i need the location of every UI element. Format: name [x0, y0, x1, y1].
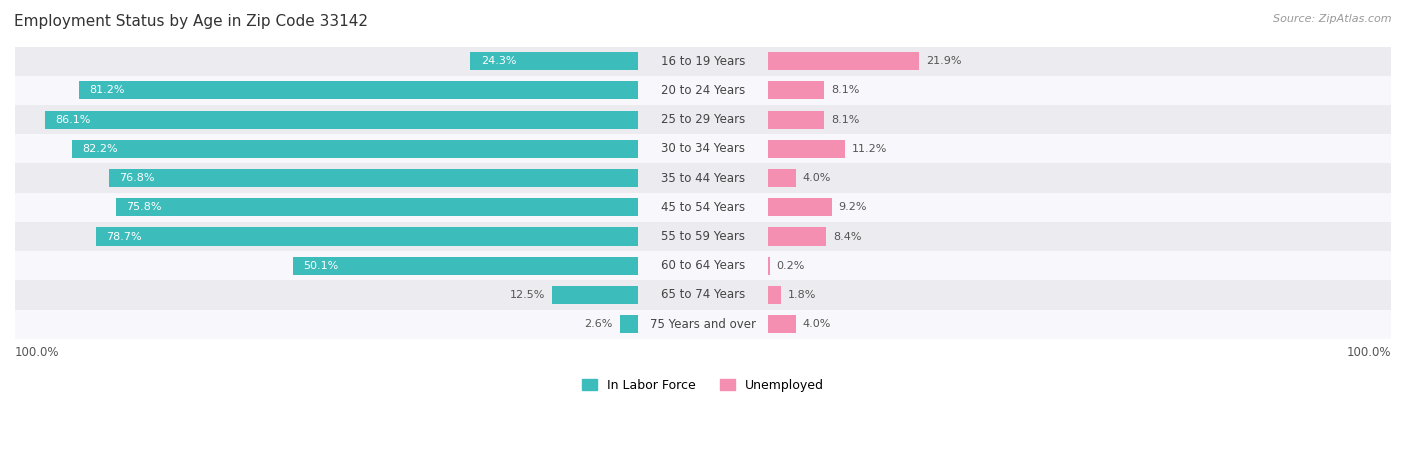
Text: 78.7%: 78.7%: [107, 231, 142, 242]
Text: 12.5%: 12.5%: [509, 290, 544, 300]
Text: Source: ZipAtlas.com: Source: ZipAtlas.com: [1274, 14, 1392, 23]
Text: 81.2%: 81.2%: [90, 85, 125, 96]
Bar: [15, 281, 1391, 309]
Bar: [15, 309, 1391, 339]
Bar: [15, 105, 1391, 134]
Bar: [292, 257, 638, 275]
Text: 9.2%: 9.2%: [838, 202, 868, 212]
Bar: [471, 52, 638, 70]
Legend: In Labor Force, Unemployed: In Labor Force, Unemployed: [576, 374, 830, 397]
Bar: [768, 286, 780, 304]
Text: 1.8%: 1.8%: [787, 290, 815, 300]
Text: 100.0%: 100.0%: [1347, 346, 1391, 359]
Bar: [15, 222, 1391, 251]
Bar: [72, 140, 638, 158]
Text: 8.4%: 8.4%: [832, 231, 862, 242]
Text: 82.2%: 82.2%: [83, 144, 118, 154]
Bar: [79, 81, 638, 100]
Text: 25 to 29 Years: 25 to 29 Years: [661, 113, 745, 126]
Bar: [768, 81, 824, 100]
Text: 76.8%: 76.8%: [120, 173, 155, 183]
Text: 0.2%: 0.2%: [776, 261, 806, 271]
Text: 8.1%: 8.1%: [831, 85, 859, 96]
Text: 4.0%: 4.0%: [803, 319, 831, 329]
Bar: [15, 163, 1391, 193]
Text: 4.0%: 4.0%: [803, 173, 831, 183]
Text: 16 to 19 Years: 16 to 19 Years: [661, 55, 745, 68]
Text: 20 to 24 Years: 20 to 24 Years: [661, 84, 745, 97]
Bar: [15, 251, 1391, 281]
Bar: [768, 169, 796, 187]
Text: 75.8%: 75.8%: [127, 202, 162, 212]
Bar: [768, 52, 920, 70]
Bar: [768, 315, 796, 333]
Text: 35 to 44 Years: 35 to 44 Years: [661, 171, 745, 184]
Bar: [15, 76, 1391, 105]
Bar: [110, 169, 638, 187]
Bar: [96, 227, 638, 246]
Bar: [768, 140, 845, 158]
Text: 86.1%: 86.1%: [56, 115, 91, 124]
Bar: [15, 193, 1391, 222]
Text: 60 to 64 Years: 60 to 64 Years: [661, 259, 745, 272]
Bar: [620, 315, 638, 333]
Text: 21.9%: 21.9%: [927, 56, 962, 66]
Bar: [768, 198, 832, 216]
Bar: [551, 286, 638, 304]
Bar: [15, 46, 1391, 76]
Bar: [15, 134, 1391, 163]
Text: 50.1%: 50.1%: [304, 261, 339, 271]
Text: 55 to 59 Years: 55 to 59 Years: [661, 230, 745, 243]
Bar: [45, 110, 638, 129]
Text: 30 to 34 Years: 30 to 34 Years: [661, 143, 745, 155]
Text: 45 to 54 Years: 45 to 54 Years: [661, 201, 745, 214]
Bar: [117, 198, 638, 216]
Text: Employment Status by Age in Zip Code 33142: Employment Status by Age in Zip Code 331…: [14, 14, 368, 28]
Bar: [768, 110, 824, 129]
Text: 2.6%: 2.6%: [585, 319, 613, 329]
Text: 75 Years and over: 75 Years and over: [650, 318, 756, 331]
Text: 11.2%: 11.2%: [852, 144, 887, 154]
Text: 65 to 74 Years: 65 to 74 Years: [661, 289, 745, 301]
Text: 24.3%: 24.3%: [481, 56, 516, 66]
Text: 100.0%: 100.0%: [15, 346, 59, 359]
Text: 8.1%: 8.1%: [831, 115, 859, 124]
Bar: [768, 227, 827, 246]
